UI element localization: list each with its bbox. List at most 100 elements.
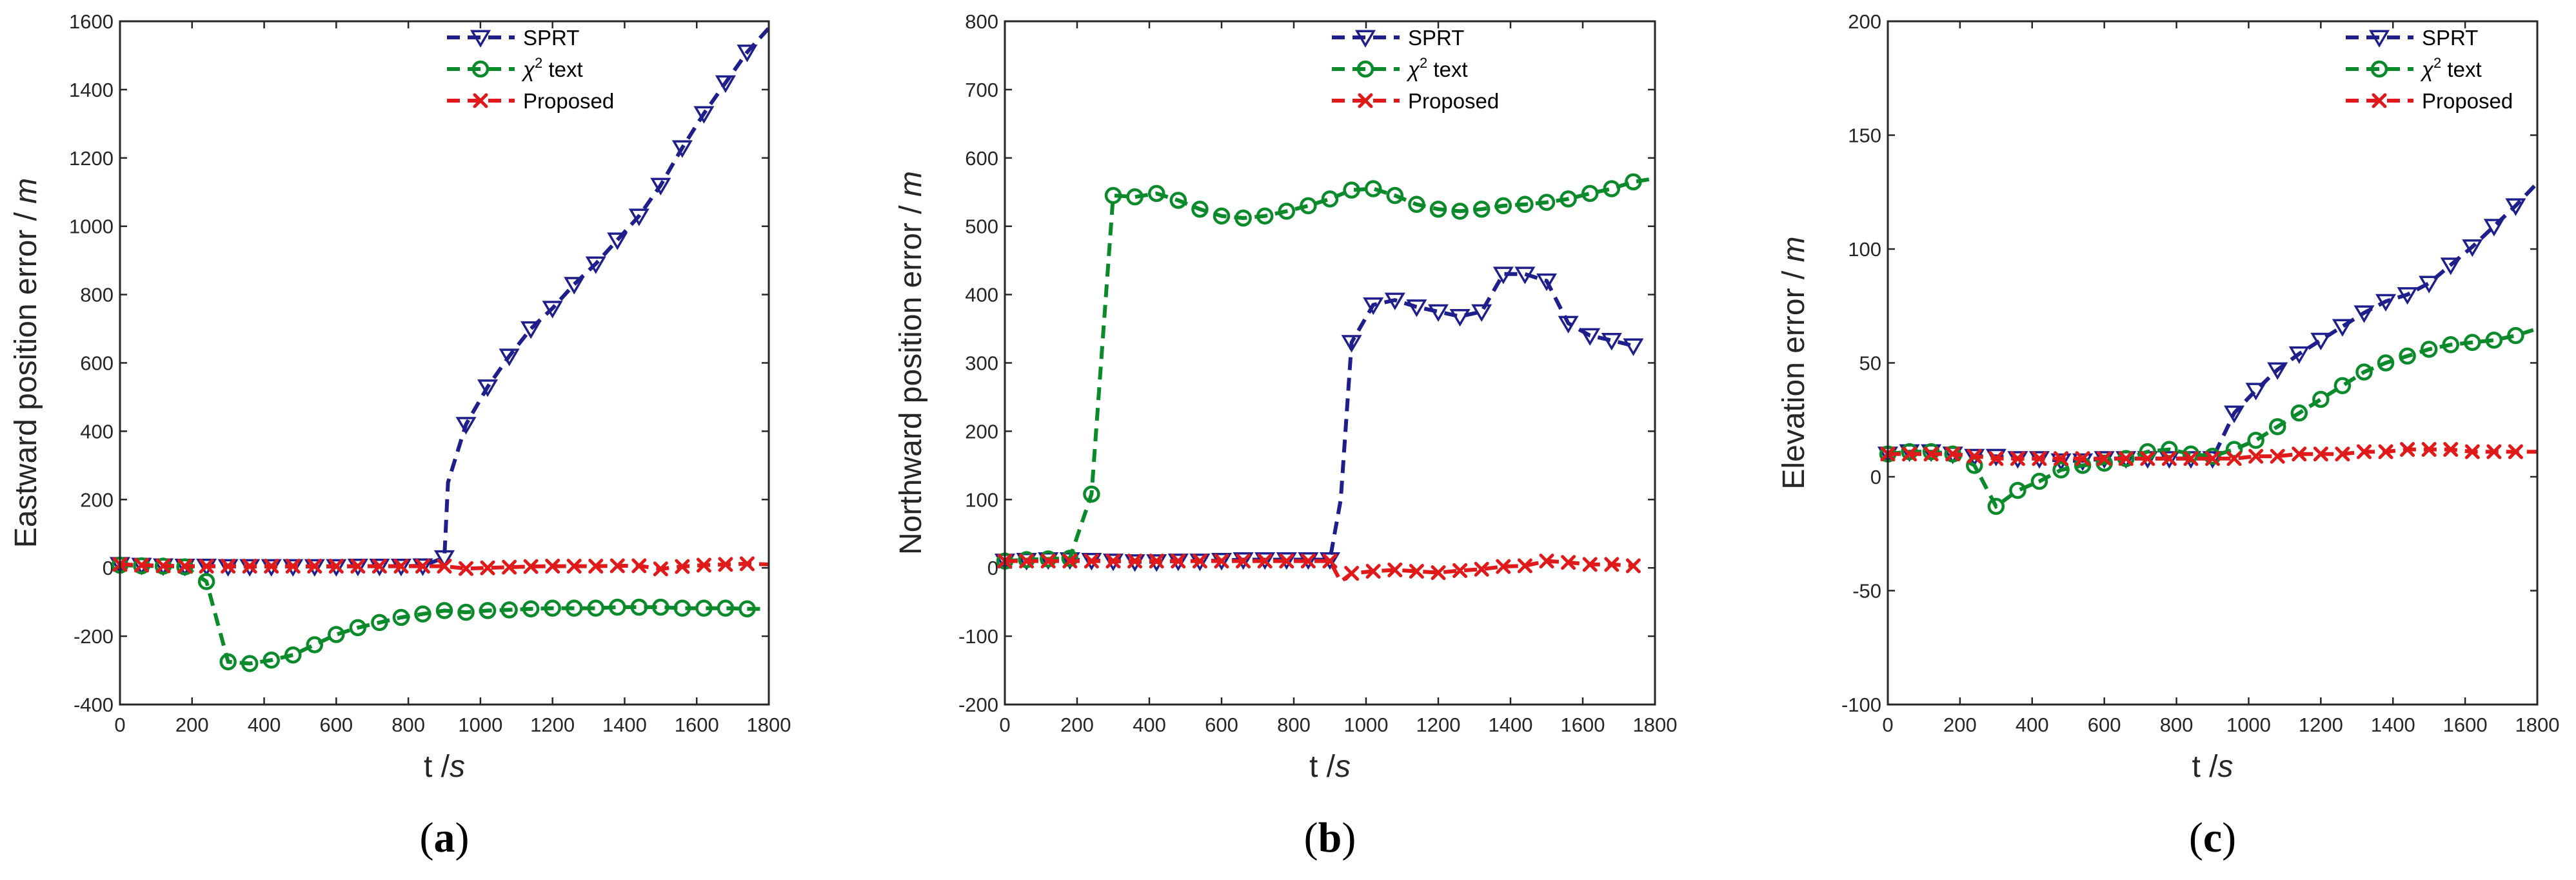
data-point-proposed: [285, 559, 301, 574]
x-tick-label: 800: [2160, 714, 2194, 736]
data-point-chi2: [2464, 334, 2481, 351]
data-point-chi2: [2052, 461, 2070, 479]
data-point-chi2: [2312, 390, 2330, 408]
y-tick-label: 150: [1848, 125, 1881, 147]
x-tick-label: 600: [1205, 714, 1238, 736]
x-axis-label-var: t /: [424, 750, 450, 784]
x-axis-label-unit: s: [1335, 750, 1351, 784]
data-point-sprt: [2288, 346, 2310, 365]
data-point-proposed: [2508, 444, 2523, 459]
data-point-proposed: [480, 560, 495, 575]
data-point-chi2: [1901, 443, 1918, 461]
data-point-chi2: [392, 608, 410, 626]
data-point-chi2: [328, 626, 345, 643]
legend-label-sprt: SPRT: [2422, 26, 2478, 50]
legend-chi-symbol: χ: [1406, 57, 1420, 81]
data-point-chi2: [695, 599, 713, 617]
panel-label-letter: b: [1318, 814, 1342, 861]
x-tick-label: 1400: [1489, 714, 1533, 736]
data-point-sprt: [1580, 328, 1601, 346]
data-point-proposed: [2335, 446, 2350, 462]
panel-label-open: (: [1304, 814, 1318, 861]
y-tick-label: 50: [1859, 352, 1881, 375]
legend-chi-sup: 2: [535, 55, 542, 71]
data-point-sprt: [1514, 266, 1536, 285]
data-point-proposed: [1279, 554, 1294, 569]
y-axis-label: Elevation error / m: [1777, 236, 1811, 489]
axes-box: [1004, 20, 1656, 706]
data-point-proposed: [372, 559, 387, 574]
data-point-chi2: [1364, 180, 1382, 197]
data-point-proposed: [1625, 558, 1641, 574]
x-tick-label: 1200: [530, 714, 575, 736]
x-axis-label: t /s: [1309, 750, 1351, 784]
data-point-proposed: [609, 558, 625, 574]
data-point-proposed: [2140, 451, 2155, 466]
data-point-sprt: [2375, 294, 2397, 312]
x-tick-label: 0: [999, 714, 1010, 736]
data-point-sprt: [542, 301, 563, 319]
data-point-proposed: [1582, 557, 1598, 572]
y-axis-label-unit: m: [1777, 236, 1811, 262]
legend-entry-chi2: χ2 text: [2346, 55, 2482, 81]
data-point-proposed: [1902, 446, 1917, 462]
data-point-proposed: [2097, 451, 2112, 466]
panel-label-close: ): [1342, 814, 1356, 861]
data-point-chi2: [500, 601, 518, 619]
data-point-proposed: [1409, 563, 1424, 579]
y-tick-label: 1400: [69, 79, 114, 101]
data-point-proposed: [350, 559, 366, 574]
data-point-proposed: [696, 557, 711, 573]
data-point-chi2: [2399, 347, 2416, 365]
x-tick-label: 1800: [1633, 714, 1678, 736]
data-point-proposed: [1561, 555, 1576, 570]
y-tick-label: -200: [74, 625, 114, 648]
y-tick-label: 800: [965, 10, 998, 33]
series-line-chi2: [1005, 176, 1655, 563]
data-point-sprt: [2462, 239, 2483, 257]
data-point-chi2: [2030, 472, 2048, 490]
y-tick-label: 200: [1848, 10, 1881, 33]
data-point-proposed: [1214, 554, 1229, 569]
data-point-chi2: [1472, 200, 1491, 218]
data-point-chi2: [738, 600, 756, 617]
legend-label-sprt: SPRT: [1408, 26, 1464, 50]
data-point-sprt: [671, 140, 693, 158]
data-point-sprt: [1558, 315, 1579, 334]
data-point-proposed: [1923, 446, 1939, 462]
data-point-proposed: [523, 559, 539, 574]
x-tick-label: 1800: [2515, 714, 2560, 736]
data-point-chi2: [2420, 341, 2438, 358]
data-point-chi2: [1538, 194, 1556, 211]
legend-label-chi2: χ2 text: [2420, 55, 2482, 81]
data-point-proposed: [2464, 444, 2480, 459]
data-point-proposed: [2205, 451, 2220, 466]
y-tick-label: 300: [965, 352, 998, 375]
legend-chi-rest: text: [2441, 57, 2481, 81]
data-point-proposed: [2313, 446, 2328, 462]
legend-chi-symbol: χ: [2420, 57, 2434, 81]
data-point-chi2: [717, 599, 735, 617]
legend-entry-chi2: χ2 text: [1332, 55, 1468, 81]
data-point-proposed: [2292, 446, 2307, 462]
data-point-sprt: [2353, 305, 2375, 323]
data-point-chi2: [1408, 195, 1425, 214]
y-tick-label: 800: [80, 284, 114, 306]
data-point-chi2: [2182, 445, 2200, 463]
data-point-chi2: [1126, 188, 1144, 206]
data-point-proposed: [1539, 554, 1554, 569]
x-tick-label: 200: [1943, 714, 1977, 736]
data-point-proposed: [199, 559, 214, 574]
y-tick-label: -100: [958, 625, 998, 648]
data-point-chi2: [2442, 336, 2459, 354]
data-point-sprt: [1363, 297, 1384, 315]
y-tick-label: 400: [80, 420, 114, 443]
y-tick-label: 200: [80, 488, 114, 511]
legend-chi-sup: 2: [1420, 55, 1427, 71]
y-tick-label: 0: [1870, 466, 1881, 488]
y-tick-label: -400: [74, 694, 114, 716]
axes-box: [1887, 20, 2539, 706]
data-point-proposed: [1517, 558, 1532, 574]
legend-label-proposed: Proposed: [1408, 89, 1499, 113]
data-point-sprt: [2245, 383, 2266, 401]
